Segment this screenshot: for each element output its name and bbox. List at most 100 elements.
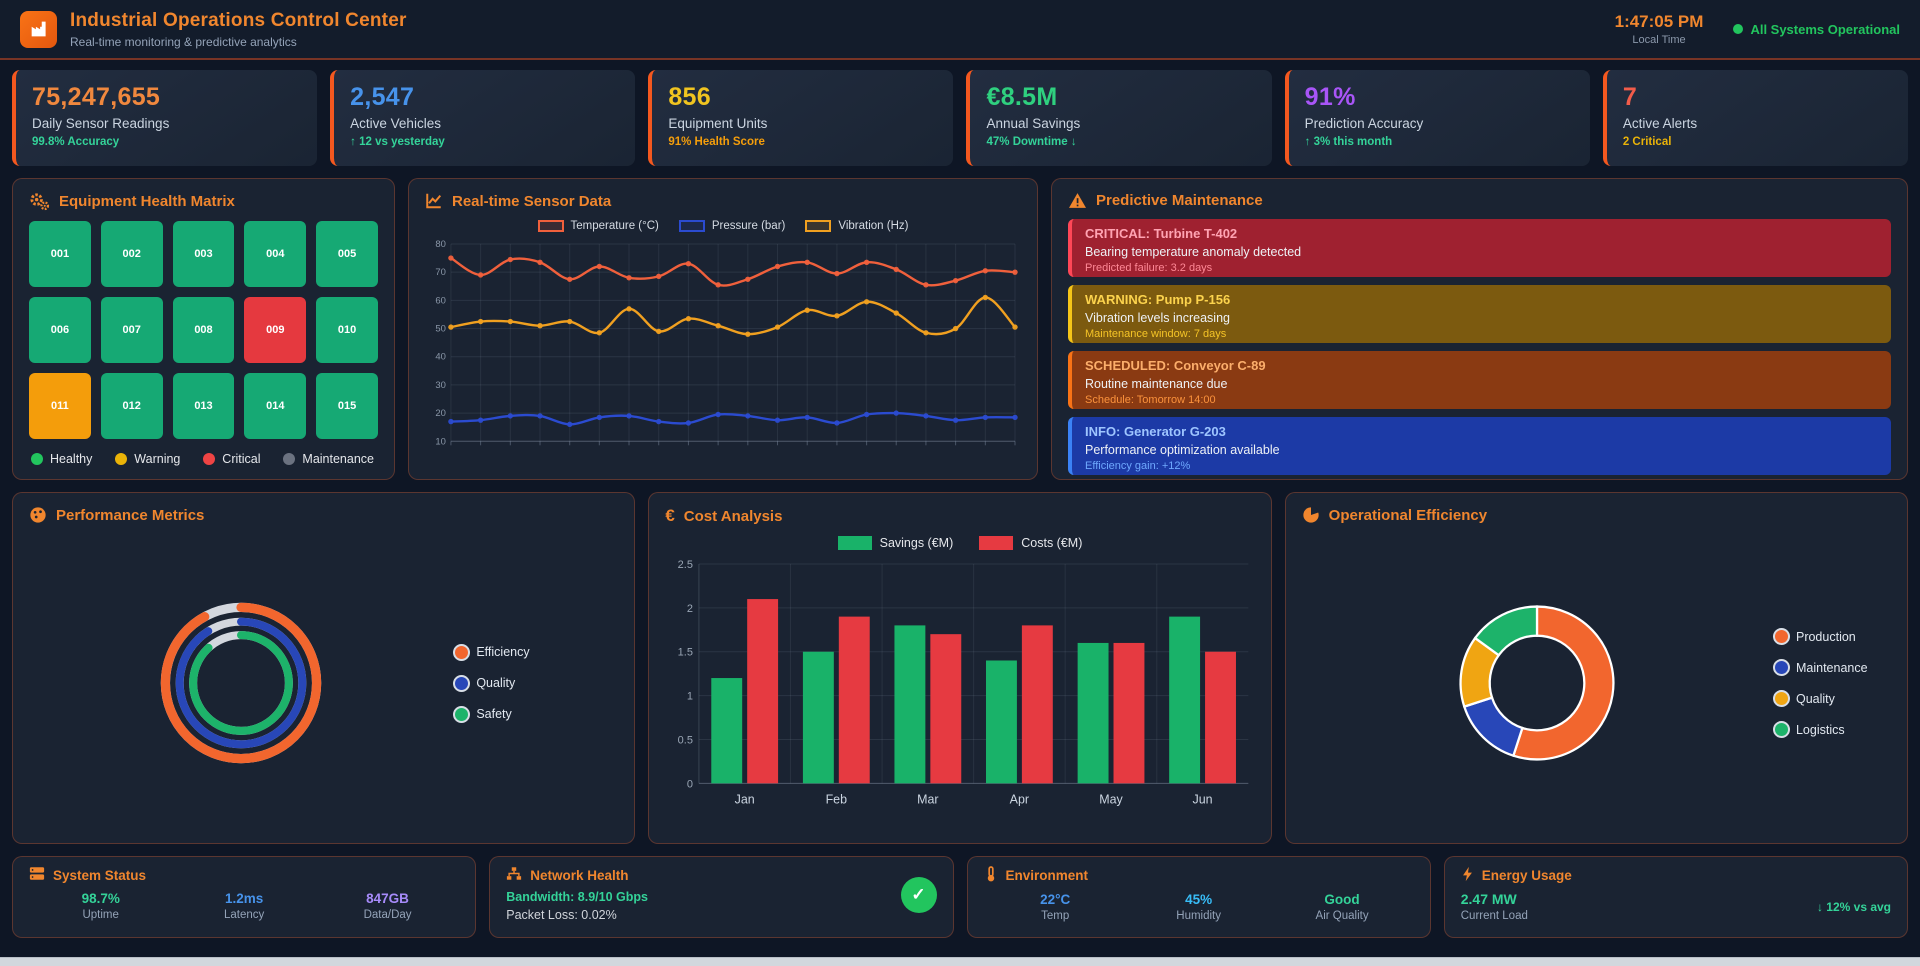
card-title: System Status [53,867,147,883]
legend-dot-icon [1772,659,1790,676]
equipment-tile[interactable]: 006 [29,297,91,363]
stat-label: Data/Day [363,909,412,921]
legend-item: Logistics [1772,721,1891,738]
energy-label: Current Load [1460,910,1528,922]
maintenance-alert[interactable]: WARNING: Pump P-156 Vibration levels inc… [1068,285,1891,343]
check-icon: ✓ [900,877,937,913]
clock: 1:47:05 PM [1614,12,1704,31]
svg-text:1: 1 [687,691,693,703]
energy-trend: ↓ 12% vs avg [1816,899,1891,914]
kpi-label: Daily Sensor Readings [32,116,170,131]
maintenance-alert[interactable]: SCHEDULED: Conveyor C-89 Routine mainten… [1068,351,1891,409]
kpi-card[interactable]: 7 Active Alerts 2 Critical [1602,70,1908,166]
svg-text:Feb: Feb [826,792,848,806]
kpi-value: 856 [668,83,711,111]
equipment-tile[interactable]: 015 [316,373,378,439]
system-status-stats: 98.7% Uptime 1.2ms Latency 847GB Data/Da… [29,891,459,921]
thermometer-icon [984,866,998,885]
system-status-indicator: All Systems Operational [1733,22,1900,37]
gauge-icon [29,506,47,524]
equipment-tile[interactable]: 010 [316,297,378,363]
legend-item: Quality [1772,690,1891,707]
svg-text:50: 50 [435,324,446,335]
kpi-value: 2,547 [350,83,415,111]
gears-icon [29,192,50,211]
equipment-tile[interactable]: 009 [244,297,307,363]
kpi-label: Active Alerts [1622,116,1698,131]
equipment-matrix-grid: 001 002 003 004 005 006 007 008 009 010 011 012 013 0… [29,221,378,439]
lightning-bolt-icon [1461,866,1474,885]
equipment-tile[interactable]: 001 [29,221,91,287]
kpi-label: Equipment Units [668,116,768,131]
svg-text:Jun: Jun [1193,792,1213,806]
kpi-card[interactable]: 2,547 Active Vehicles ↑ 12 vs yesterday [330,70,636,166]
legend-dot-icon [453,643,471,661]
kpi-card[interactable]: 91% Prediction Accuracy ↑ 3% this month [1284,70,1590,166]
equipment-tile[interactable]: 002 [100,221,163,287]
environment-stats: 22°C Temp 45% Humidity Good Air Quality [984,892,1414,922]
alert-title: WARNING: Pump P-156 [1085,292,1231,307]
equipment-tile[interactable]: 003 [172,221,235,287]
kpi-card[interactable]: 75,247,655 Daily Sensor Readings 99.8% A… [12,70,318,166]
maintenance-alert[interactable]: INFO: Generator G-203 Performance optimi… [1068,417,1891,475]
sensor-line-chart: 10 20 30 40 50 60 70 80 [425,236,1021,468]
svg-text:0: 0 [687,778,693,790]
panel-title: Predictive Maintenance [1096,192,1263,209]
equipment-tile[interactable]: 004 [244,221,307,287]
bandwidth-text: Bandwidth: 8.9/10 Gbps [506,890,648,904]
panel-title: Performance Metrics [56,506,205,524]
equipment-tile[interactable]: 013 [172,373,235,439]
kpi-sub: 47% Downtime ↓ [986,136,1077,148]
alert-meta: Predicted failure: 3.2 days [1085,262,1213,275]
alert-list: CRITICAL: Turbine T-402 Bearing temperat… [1068,219,1891,475]
equipment-tile[interactable]: 012 [100,373,163,439]
svg-text:Mar: Mar [917,792,938,806]
equipment-tile[interactable]: 007 [100,297,163,363]
network-icon [506,866,522,884]
svg-text:2: 2 [687,603,693,615]
horizontal-scrollbar[interactable] [0,957,1920,966]
efficiency-donut-chart [1302,592,1773,774]
kpi-card[interactable]: €8.5M Annual Savings 47% Downtime ↓ [966,70,1272,166]
legend-item: Pressure (bar) [678,220,785,232]
maintenance-alert[interactable]: CRITICAL: Turbine T-402 Bearing temperat… [1068,219,1891,277]
line-chart-icon [425,192,443,210]
legend-dot-icon [453,674,471,692]
kpi-value: 75,247,655 [32,83,161,111]
server-icon [29,866,45,884]
legend-item: Costs (€M) [979,536,1082,550]
stat-value: 1.2ms [224,891,264,906]
card-title: Energy Usage [1481,868,1572,883]
stat-item: Good Air Quality [1270,892,1413,922]
legend-dot-icon [1772,628,1790,645]
cost-bar-chart: 0 0.5 1 1.5 2 2.5 Jan Feb Mar Apr May Jun [665,552,1254,828]
svg-text:40: 40 [435,352,446,363]
stat-label: Temp [1041,910,1070,922]
equipment-tile[interactable]: 011 [29,373,91,439]
legend-swatch-icon [805,220,832,232]
legend-item: Warning [115,452,180,466]
stat-value: Good [1324,892,1360,907]
panel-operational-efficiency: Operational Efficiency Production Mainten… [1284,492,1908,844]
legend-item: Healthy [31,452,92,466]
svg-text:May: May [1100,792,1124,806]
page-subtitle: Real-time monitoring & predictive analyt… [70,34,297,49]
panel-title: Equipment Health Matrix [59,193,235,210]
panel-title: Cost Analysis [683,507,783,525]
panel-equipment-health-matrix: Equipment Health Matrix 001 002 003 004 005 0… [12,178,395,480]
legend-dot-icon [453,705,471,723]
cost-chart-legend: Savings (€M) Costs (€M) [665,536,1254,550]
status-text: All Systems Operational [1750,21,1900,37]
kpi-sub: 91% Health Score [668,136,765,148]
equipment-tile[interactable]: 005 [316,221,378,287]
stat-item: 1.2ms Latency [172,891,315,921]
legend-swatch-icon [837,536,872,550]
equipment-tile[interactable]: 014 [244,373,307,439]
kpi-sub: ↑ 3% this month [1304,136,1393,148]
kpi-card[interactable]: 856 Equipment Units 91% Health Score [648,70,954,166]
equipment-tile[interactable]: 008 [172,297,235,363]
stat-label: Humidity [1176,910,1221,922]
legend-item: Maintenance [283,452,374,466]
legend-item: Critical [203,452,261,466]
kpi-label: Annual Savings [986,116,1081,131]
